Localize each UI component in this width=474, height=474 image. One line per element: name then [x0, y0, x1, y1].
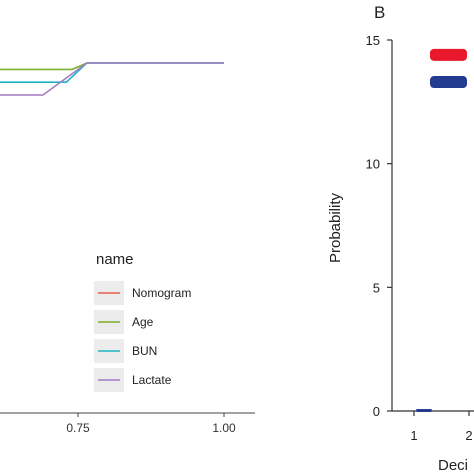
panel-b-y-tick-label-1: 5 [373, 280, 380, 295]
panel-b-y-axis-title: Probability [327, 192, 344, 263]
legend-title: name [96, 251, 134, 268]
legend-item-age: Age [94, 310, 154, 334]
panel-a-x-tick-label-1: 0.75 [66, 421, 90, 435]
legend-label-lactate: Lactate [132, 373, 172, 387]
panel-b-marker-1 [430, 76, 467, 89]
panel-a-series-line-lactate [0, 62, 224, 96]
panel-b-y-tick-label-3: 15 [366, 33, 380, 48]
panel-b-plot: B Probability 0 5 10 15 1 2 Deci [327, 3, 474, 474]
panel-b-base-mark-0 [416, 409, 432, 412]
panel-b-y-ticks: 0 5 10 15 [366, 33, 392, 419]
panel-a-series-line-age [0, 62, 224, 71]
panel-b-marks [416, 48, 467, 412]
panel-a-x-tick-label-2: 1.00 [212, 421, 236, 435]
panel-a-series-line-bun [0, 62, 224, 83]
panel-a-series [0, 62, 224, 96]
panel-b-y-tick-label-0: 0 [373, 404, 380, 419]
panel-b-x-tick-label-2: 2 [465, 428, 472, 443]
legend-label-bun: BUN [132, 344, 157, 358]
panel-b-x-tick-label-1: 1 [410, 428, 417, 443]
panel-b-x-axis-title: Deci [438, 457, 468, 474]
panel-b-marker-0 [430, 48, 467, 61]
panel-a-plot: 0.75 1.00 name Nomogram Age BUN [0, 62, 255, 435]
legend-item-nomogram: Nomogram [94, 281, 191, 305]
panel-b-letter: B [374, 3, 385, 22]
panel-b-y-tick-label-2: 10 [366, 157, 380, 172]
legend-item-bun: BUN [94, 339, 157, 363]
legend-label-nomogram: Nomogram [132, 286, 191, 300]
legend: name Nomogram Age BUN Lactate [94, 251, 191, 392]
legend-label-age: Age [132, 315, 154, 329]
legend-item-lactate: Lactate [94, 368, 172, 392]
